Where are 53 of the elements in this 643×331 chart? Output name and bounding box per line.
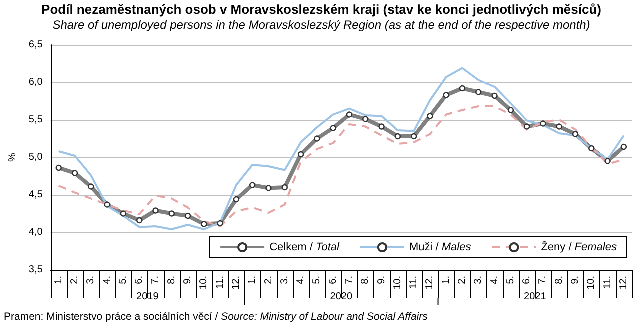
x-tick-label: 12.	[424, 276, 436, 290]
x-tick-label: 7.	[538, 276, 549, 284]
x-tick-label: 10.	[198, 276, 210, 290]
chart-title: Podíl nezaměstnaných osob v Moravskoslezském kraji (stav ke konci jednotlivých měsíců)	[40, 2, 602, 17]
text: Pramen: Ministerstvo práce a sociálních věcí / Source: Ministry of Labour and Social Affairs	[4, 311, 428, 323]
x-tick-label: 8.	[554, 276, 565, 284]
x-tick-label: 11.	[408, 276, 420, 290]
x-tick-label: 3.	[473, 276, 484, 284]
text: 2019	[136, 292, 160, 302]
y-tick-label: 5,0	[28, 152, 44, 163]
x-tick-label: 4.	[489, 276, 500, 284]
x-tick-label: 8.	[166, 276, 178, 284]
x-tick-label: 2.	[456, 276, 468, 284]
x-tick-label: 5.	[505, 276, 516, 284]
legend-label: Muži / Males	[409, 242, 472, 254]
x-tick-label: 11.	[214, 276, 226, 290]
x-tick-label: 7.	[344, 276, 355, 284]
x-tick-label: 5.	[118, 276, 129, 284]
x-tick-label: 9.	[570, 276, 581, 284]
text: 2020	[330, 292, 353, 302]
y-tick-label: 6,5	[28, 40, 44, 50]
x-tick-label: 10.	[392, 276, 404, 290]
x-tick-label: 6.	[134, 276, 146, 284]
x-tick-label: 7.	[150, 276, 162, 284]
y-tick-label: 4,0	[28, 227, 44, 238]
x-tick-label: 6.	[522, 276, 533, 284]
y-tick-label: 3,5	[28, 264, 44, 276]
x-tick-label: 8.	[360, 276, 372, 284]
y-tick-label: 4,5	[28, 190, 44, 200]
x-tick-label: 12.	[230, 276, 242, 290]
x-tick-label: 3.	[86, 276, 97, 284]
legend-label: Ženy / Females	[541, 240, 618, 254]
x-tick-label: 1.	[247, 276, 258, 284]
x-tick-label: 4.	[102, 276, 113, 284]
x-tick-label: 12.	[618, 276, 630, 290]
x-tick-label: 2.	[70, 276, 81, 284]
chart-subtitle: Share of unemployed persons in the Moravskoslezský Region (as at the end of the respective month)	[52, 18, 592, 32]
x-tick-label: 4.	[296, 276, 307, 284]
x-tick-label: 2.	[263, 276, 274, 284]
text: 2021	[524, 292, 547, 302]
x-tick-label: 9.	[182, 276, 194, 284]
x-tick-label: 9.	[376, 276, 388, 284]
y-tick-label: 6,0	[28, 77, 44, 88]
x-tick-label: 6.	[328, 276, 339, 284]
x-tick-label: 3.	[279, 276, 290, 284]
x-tick-label: 11.	[602, 276, 614, 290]
legend-label: Celkem / Total	[270, 242, 340, 254]
x-tick-label: 1.	[440, 276, 452, 284]
x-tick-label: 10.	[586, 276, 598, 290]
x-tick-label: 5.	[312, 276, 323, 284]
y-tick-label: 5,5	[28, 114, 44, 126]
y-axis-title: %	[8, 152, 18, 162]
x-tick-label: 1.	[53, 276, 64, 284]
